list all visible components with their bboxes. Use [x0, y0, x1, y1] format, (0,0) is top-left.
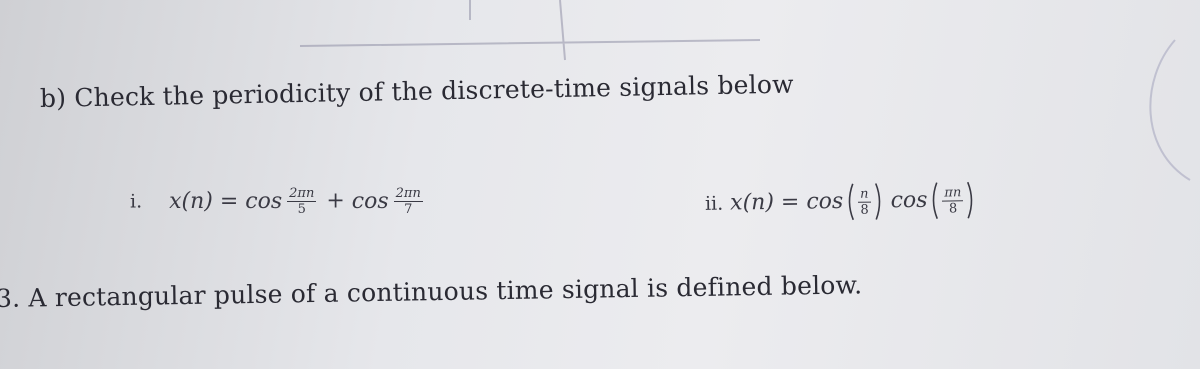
denominator: 7	[404, 202, 413, 217]
question-label: 3.	[0, 283, 21, 313]
function: cos	[245, 188, 283, 214]
lhs: x(n) =	[169, 188, 239, 214]
fraction: πn 8	[942, 184, 964, 216]
item-label: i.	[130, 190, 143, 213]
function: cos	[351, 188, 389, 214]
paren	[967, 181, 973, 219]
denominator: 5	[297, 202, 306, 217]
paren	[848, 183, 855, 221]
fraction: 2πn 7	[393, 186, 423, 217]
paren	[933, 182, 939, 219]
numerator: 2πn	[393, 186, 423, 202]
function: cos	[806, 188, 844, 215]
numerator: n	[858, 186, 871, 203]
numerator: πn	[942, 184, 964, 202]
item-i: i. x(n) = cos 2πn 5 + cos 2πn 7	[130, 186, 426, 217]
lhs: x(n) =	[730, 189, 800, 216]
fraction: 2πn 5	[287, 186, 317, 217]
item-label: ii.	[704, 192, 724, 215]
denominator: 8	[948, 200, 958, 216]
question-label: b)	[39, 83, 67, 113]
function: cos	[890, 187, 928, 214]
operator: +	[326, 188, 345, 214]
paren	[874, 183, 880, 220]
denominator: 8	[860, 202, 869, 218]
numerator: 2πn	[287, 186, 317, 202]
item-ii: ii. x(n) = cos n 8 cos πn 8	[705, 180, 977, 224]
